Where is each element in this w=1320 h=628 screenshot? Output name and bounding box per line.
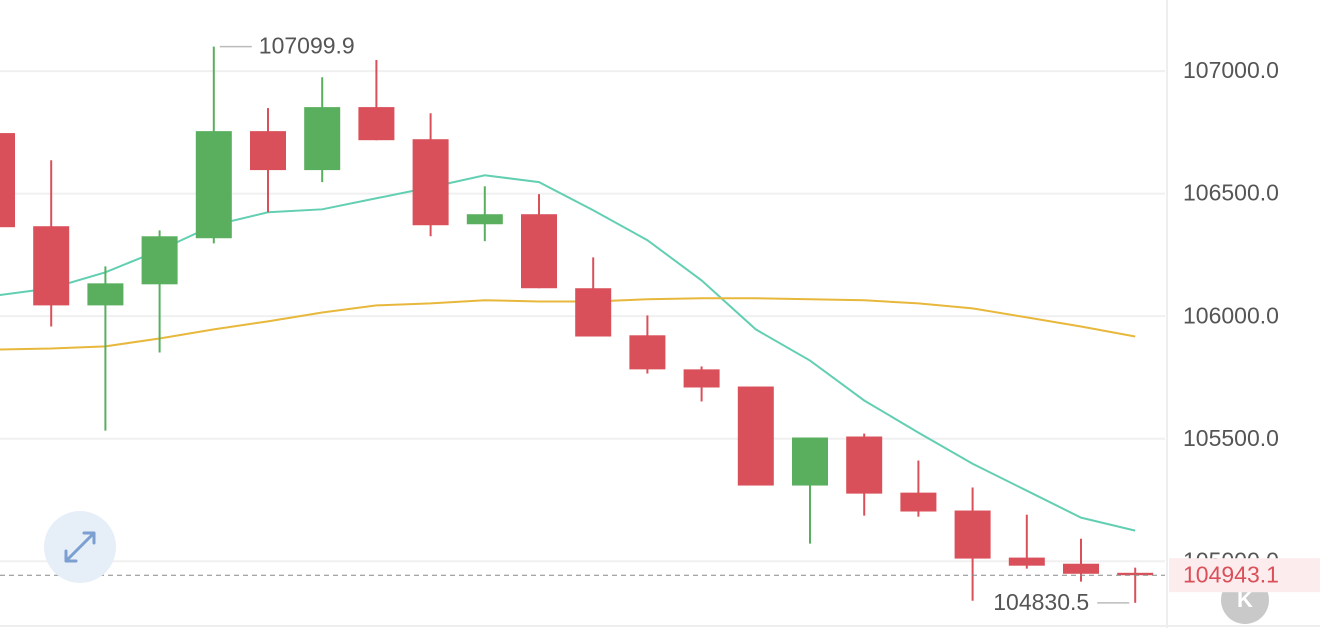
y-tick-label: 106000.0 [1183,302,1279,328]
candle-body [521,214,557,289]
candle-body [33,226,70,306]
candle-body [575,288,612,337]
candle-body [900,492,937,512]
last-price-box [1169,558,1320,593]
candle-body [466,214,503,225]
candle-body [412,139,449,226]
candle-body [683,369,720,388]
max-label: 107099.9 [259,33,355,59]
candle-body [1117,572,1154,576]
candle-body [358,107,395,141]
moving-average-line [0,297,1136,351]
candle-body [304,107,341,171]
candle-body [792,437,828,486]
candle-body [141,236,178,285]
candle-body [195,131,232,239]
candle-body [954,510,991,559]
candle-body [0,133,15,228]
y-tick-label: 107000.0 [1183,57,1279,83]
plot: 107099.9 104830.5 [0,33,1165,615]
expand-button[interactable] [44,511,116,583]
candle-body [250,131,286,171]
y-tick-label: 105500.0 [1183,425,1279,451]
candle-body [1008,557,1045,566]
min-label: 104830.5 [993,589,1089,615]
candle-body [737,386,774,486]
y-tick-label: 106500.0 [1183,180,1279,206]
candle-body [1063,563,1099,574]
candle-body [846,436,883,494]
k-button-label: K [1237,587,1253,612]
candle-body [629,335,666,370]
last-price-label: 104943.1 [1183,561,1279,587]
candle-body [87,283,124,306]
moving-average-line [0,174,1136,532]
